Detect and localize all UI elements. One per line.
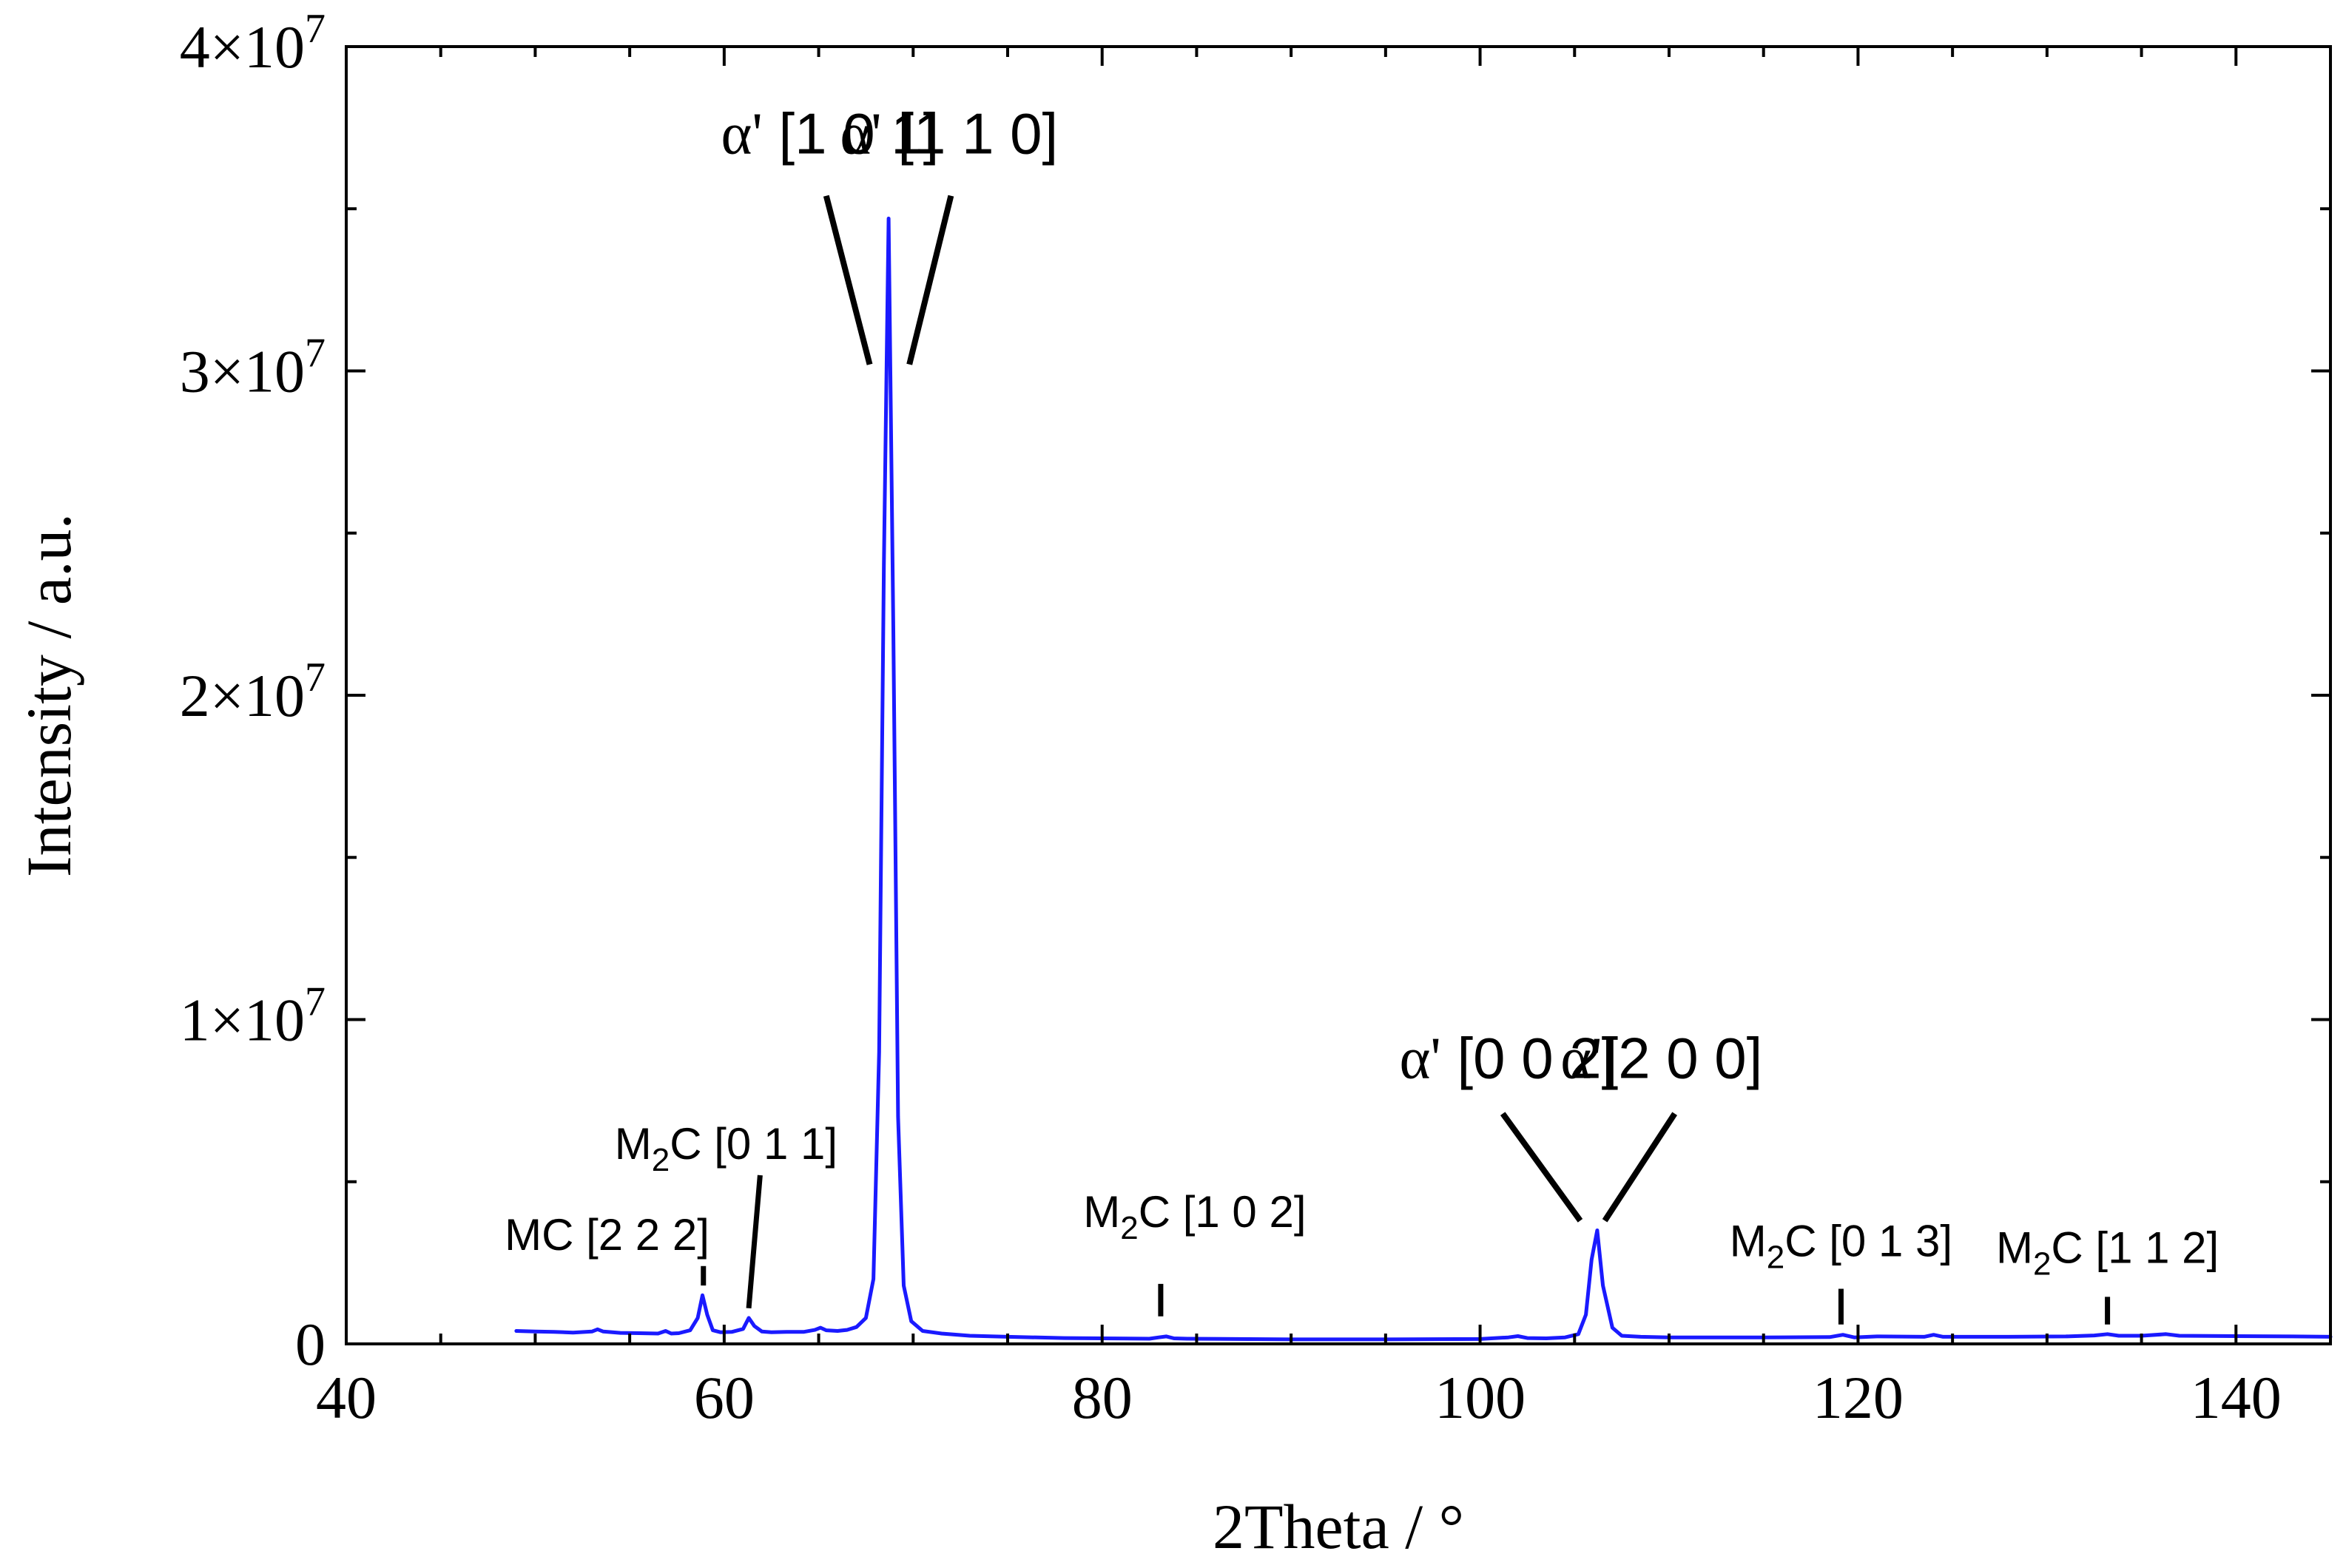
annotation-prefix: M — [1996, 1223, 2033, 1272]
annotation-text: [2 0 0] — [1602, 1025, 1763, 1090]
annotation-greek: α' — [840, 102, 881, 167]
annotation-line-alpha-101 — [823, 195, 873, 365]
plot-frame — [345, 45, 2332, 1345]
annotation-line-alpha-200 — [1602, 1112, 1678, 1223]
x-tick-label: 120 — [1813, 1364, 1904, 1431]
annotation-prefix: MC — [505, 1210, 573, 1260]
y-tick-exponent: 7 — [305, 331, 326, 376]
y-tick-exponent: 7 — [305, 6, 326, 52]
annotation-label-m2c-102: M2C [1 0 2] — [1083, 1187, 1306, 1246]
y-tick-mantissa: 2 — [180, 662, 210, 729]
annotation-greek: α' — [1399, 1026, 1440, 1091]
x-tick-label: 100 — [1435, 1364, 1526, 1431]
annotation-subscript: 2 — [2033, 1246, 2051, 1282]
annotation-text: C [0 1 1] — [670, 1119, 837, 1169]
annotation-layer — [701, 195, 2111, 1325]
y-tick-mantissa: 4 — [180, 13, 210, 81]
y-tick-base: ×10 — [210, 987, 305, 1054]
annotation-label-alpha-110: α' [1 1 0] — [840, 101, 1058, 167]
annotation-text: C [1 0 2] — [1139, 1187, 1307, 1237]
annotation-subscript: 2 — [1120, 1210, 1138, 1246]
x-tick-label: 40 — [316, 1364, 377, 1431]
x-axis-title: 2Theta / ° — [1213, 1491, 1464, 1562]
annotation-label-alpha-101: α' [1 0 1] — [721, 101, 939, 167]
y-tick-label: 4×107 — [180, 6, 326, 81]
y-tick-mantissa: 1 — [180, 987, 210, 1054]
annotation-line-alpha-002 — [1500, 1112, 1583, 1223]
x-tick-label: 80 — [1072, 1364, 1133, 1431]
y-tick-base: ×10 — [210, 662, 305, 729]
annotation-label-mc-222: MC [2 2 2] — [505, 1210, 709, 1260]
y-tick-mantissa: 0 — [295, 1311, 326, 1378]
y-tick-mantissa: 3 — [180, 338, 210, 405]
annotation-subscript: 2 — [1767, 1240, 1784, 1276]
annotation-prefix: M — [615, 1119, 652, 1169]
y-tick-label: 1×107 — [180, 979, 326, 1054]
y-tick-label: 2×107 — [180, 655, 326, 729]
y-tick-base: ×10 — [210, 13, 305, 81]
annotation-prefix: M — [1083, 1187, 1120, 1237]
x-tick-label: 60 — [694, 1364, 755, 1431]
y-tick-exponent: 7 — [305, 979, 326, 1025]
annotation-greek: α' — [721, 102, 762, 167]
annotation-text: [2 2 2] — [573, 1210, 709, 1260]
annotation-line-m2c-011 — [746, 1175, 763, 1309]
annotation-greek: α' — [1560, 1026, 1602, 1091]
annotation-subscript: 2 — [652, 1142, 670, 1178]
y-axis-title: Intensity / a.u. — [13, 513, 84, 877]
annotation-label-m2c-011: M2C [0 1 1] — [615, 1119, 837, 1178]
y-tick-base: ×10 — [210, 338, 305, 405]
y-tick-label: 3×107 — [180, 331, 326, 405]
annotation-text: [1 1 0] — [882, 101, 1059, 166]
annotation-text: C [1 1 2] — [2051, 1223, 2219, 1272]
annotation-text: [1 0 1] — [763, 101, 940, 166]
annotation-text: C [0 1 3] — [1784, 1217, 1952, 1266]
annotation-label-m2c-112: M2C [1 1 2] — [1996, 1223, 2219, 1282]
annotation-text: [0 0 2] — [1441, 1025, 1618, 1090]
annotation-label-m2c-013: M2C [0 1 3] — [1730, 1217, 1952, 1276]
y-tick-label: 0 — [295, 1311, 326, 1378]
x-tick-label: 140 — [2191, 1364, 2282, 1431]
annotation-label-alpha-200: α'[2 0 0] — [1560, 1025, 1762, 1091]
annotation-line-alpha-110 — [906, 195, 954, 365]
annotation-label-alpha-002: α' [0 0 2] — [1399, 1025, 1617, 1091]
label-layer: 40 60 80 100 120 14001×1072×1073×1074×1072The… — [13, 6, 2282, 1562]
y-tick-exponent: 7 — [305, 655, 326, 700]
annotation-prefix: M — [1730, 1217, 1767, 1266]
